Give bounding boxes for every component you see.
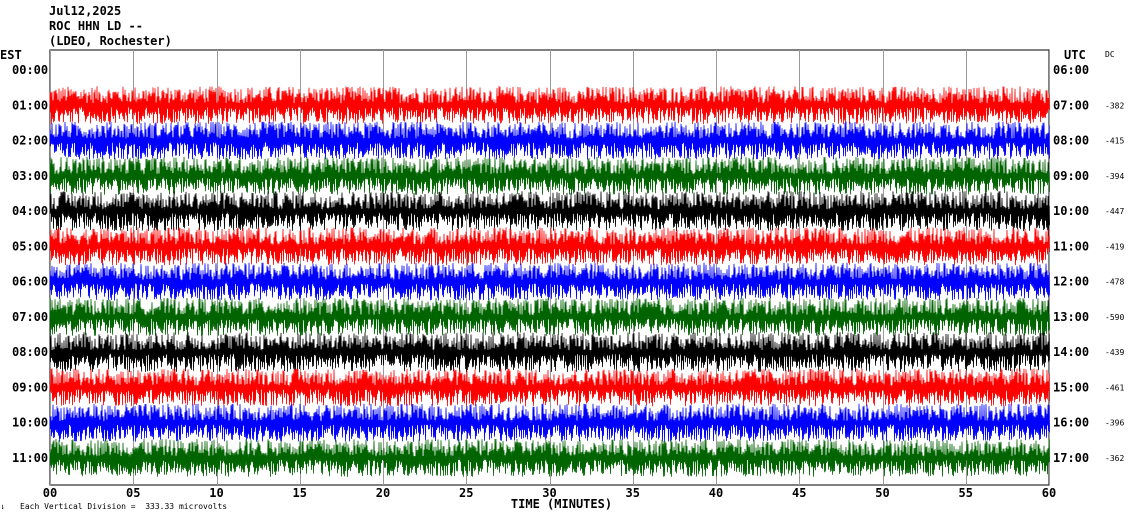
trace-row-09:00 [49, 368, 1050, 407]
est-hour-label: 03:00 [12, 169, 48, 183]
scale-icon: ⇂ [0, 502, 5, 511]
trace-row-08:00 [49, 332, 1050, 373]
est-hour-label: 10:00 [12, 416, 48, 430]
x-tick-label: 15 [293, 486, 307, 500]
x-tick-label: 35 [626, 486, 640, 500]
est-hour-label: 01:00 [12, 98, 48, 112]
est-hour-label: 09:00 [12, 380, 48, 394]
est-hour-label: 00:00 [12, 63, 48, 77]
utc-hour-label: 13:00 [1053, 310, 1089, 324]
trace-row-11:00 [49, 438, 1050, 477]
left-timezone-label: EST [0, 48, 22, 62]
trace-row-04:00 [49, 191, 1050, 232]
dc-offset-label: -382 [1105, 101, 1124, 110]
x-tick-label: 30 [542, 486, 556, 500]
est-hour-label: 11:00 [12, 451, 48, 465]
est-hour-label: 08:00 [12, 345, 48, 359]
utc-hour-label: 17:00 [1053, 451, 1089, 465]
x-tick-label: 60 [1042, 486, 1056, 500]
x-tick-label: 45 [792, 486, 806, 500]
dc-offset-label: -439 [1105, 348, 1124, 357]
utc-hour-label: 09:00 [1053, 169, 1089, 183]
dc-offset-label: -461 [1105, 383, 1124, 392]
est-hour-label: 06:00 [12, 275, 48, 289]
x-tick-label: 25 [459, 486, 473, 500]
dc-header: DC [1105, 50, 1115, 59]
x-tick-label: 20 [376, 486, 390, 500]
plot-frame [49, 49, 1050, 486]
dc-offset-label: -394 [1105, 172, 1124, 181]
est-hour-label: 04:00 [12, 204, 48, 218]
dc-offset-label: -447 [1105, 207, 1124, 216]
x-tick-label: 40 [709, 486, 723, 500]
vertical-scale-note: Each Vertical Division = 333.33 microvol… [20, 502, 228, 511]
est-hour-label: 05:00 [12, 239, 48, 253]
utc-hour-label: 06:00 [1053, 63, 1089, 77]
trace-row-03:00 [49, 156, 1050, 195]
dc-offset-label: -590 [1105, 313, 1124, 322]
est-hour-label: 02:00 [12, 134, 48, 148]
dc-offset-label: -419 [1105, 242, 1124, 251]
trace-row-02:00 [49, 121, 1050, 160]
est-hour-label: 07:00 [12, 310, 48, 324]
trace-row-05:00 [49, 227, 1050, 266]
x-tick-label: 50 [875, 486, 889, 500]
dc-offset-label: -362 [1105, 454, 1124, 463]
date-label: Jul12,2025 [49, 4, 122, 18]
dc-offset-label: -415 [1105, 137, 1124, 146]
x-axis-label: TIME (MINUTES) [511, 497, 612, 511]
station-label: ROC HHN LD -- [49, 19, 143, 33]
utc-hour-label: 10:00 [1053, 204, 1089, 218]
x-tick-label: 10 [209, 486, 223, 500]
utc-hour-label: 11:00 [1053, 239, 1089, 253]
utc-hour-label: 08:00 [1053, 134, 1089, 148]
trace-row-07:00 [49, 297, 1050, 336]
trace-row-10:00 [49, 403, 1050, 442]
trace-row-01:00 [49, 86, 1050, 125]
utc-hour-label: 07:00 [1053, 98, 1089, 112]
dc-offset-label: -478 [1105, 278, 1124, 287]
x-tick-label: 05 [126, 486, 140, 500]
x-tick-label: 55 [959, 486, 973, 500]
network-label: (LDEO, Rochester) [49, 34, 172, 48]
utc-hour-label: 16:00 [1053, 416, 1089, 430]
utc-hour-label: 12:00 [1053, 275, 1089, 289]
right-timezone-label: UTC [1064, 48, 1086, 62]
utc-hour-label: 15:00 [1053, 380, 1089, 394]
x-tick-label: 00 [43, 486, 57, 500]
dc-offset-label: -396 [1105, 419, 1124, 428]
trace-row-06:00 [49, 262, 1050, 301]
utc-hour-label: 14:00 [1053, 345, 1089, 359]
